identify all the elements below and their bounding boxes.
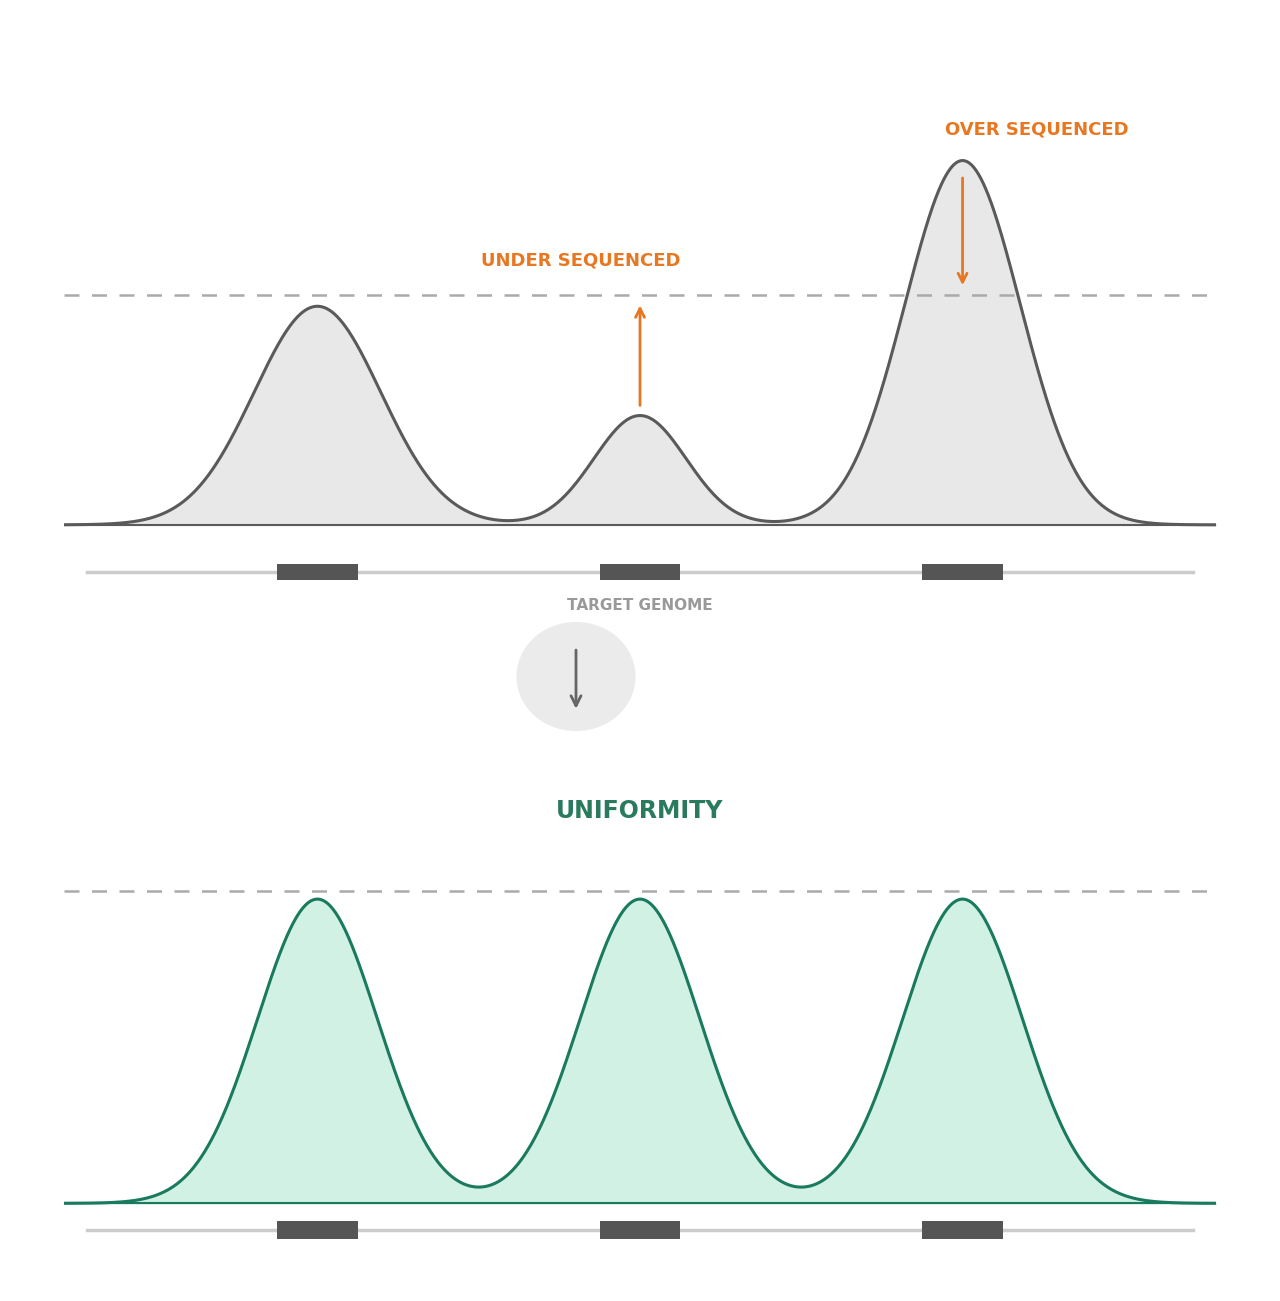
Bar — [922, 1222, 1004, 1239]
Text: TARGET GENOME: TARGET GENOME — [567, 597, 713, 613]
Bar — [600, 1222, 681, 1239]
Bar — [922, 563, 1004, 580]
Circle shape — [517, 623, 635, 730]
Bar — [600, 563, 681, 580]
Text: OVER SEQUENCED: OVER SEQUENCED — [946, 121, 1129, 139]
Text: UNIFORMITY: UNIFORMITY — [557, 799, 723, 824]
Bar — [278, 1222, 358, 1239]
Bar — [278, 563, 358, 580]
Text: UNDER SEQUENCED: UNDER SEQUENCED — [481, 252, 681, 269]
